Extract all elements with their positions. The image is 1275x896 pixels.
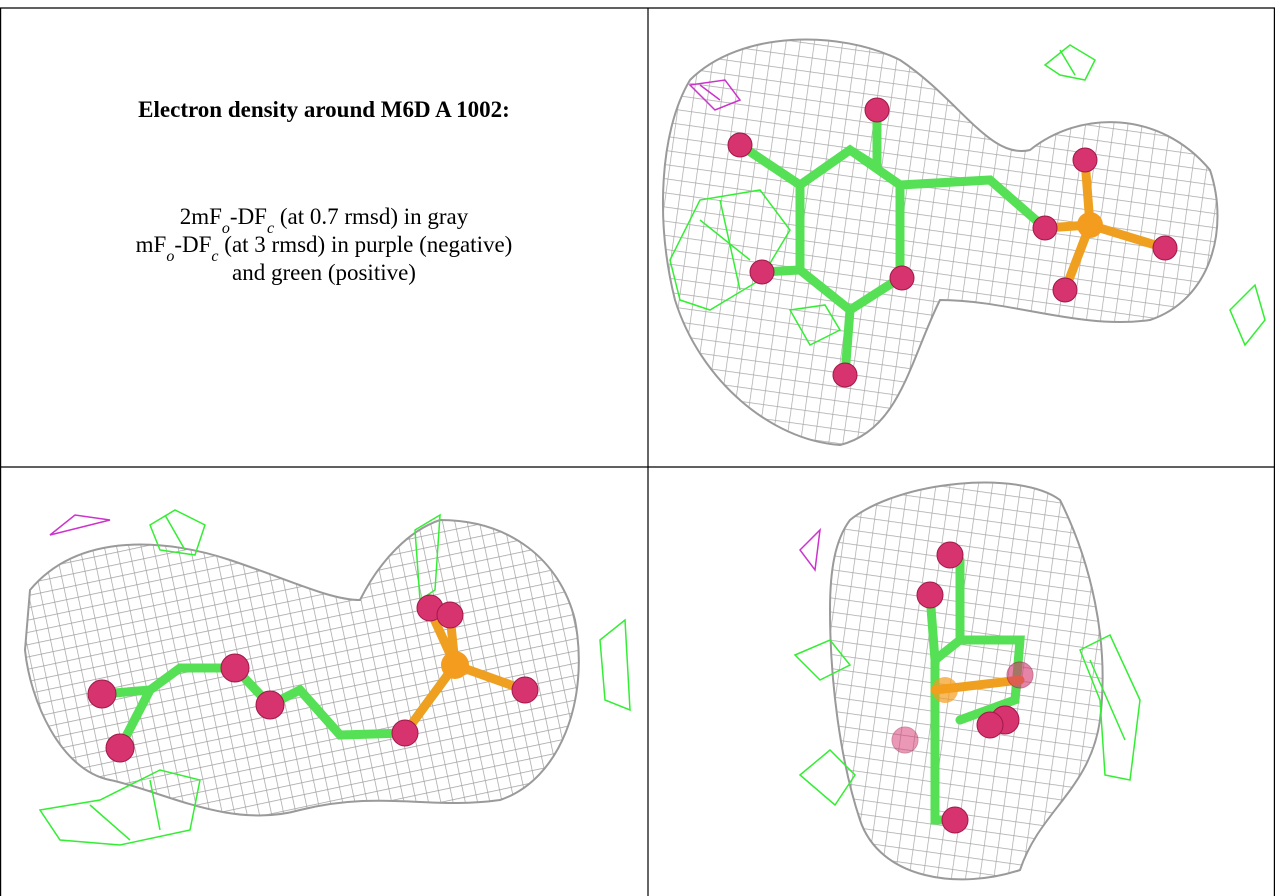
legend-text: -DF <box>174 232 211 257</box>
legend-subscript: o <box>222 220 230 237</box>
density-view-1 <box>662 38 1266 447</box>
legend-line: and green (positive) <box>232 260 416 285</box>
title: Electron density around M6D A 1002: <box>138 97 510 122</box>
legend-text: and green (positive) <box>232 260 416 285</box>
legend-text: (at 3 rmsd) in purple (negative) <box>219 232 513 257</box>
legend-text: mF <box>136 232 167 257</box>
legend-subscript: o <box>166 248 174 265</box>
density-view-2 <box>23 509 631 846</box>
table-frame <box>0 7 1275 896</box>
legend-text: (at 0.7 rmsd) in gray <box>274 204 469 229</box>
legend-subscript: c <box>211 248 218 265</box>
legend-text: -DF <box>230 204 267 229</box>
legend-line: 2mFo-DFc (at 0.7 rmsd) in gray <box>180 204 469 237</box>
legend-text: 2mF <box>180 204 222 229</box>
legend-subscript: c <box>267 220 274 237</box>
density-view-3 <box>793 481 1141 881</box>
legend-line: mFo-DFc (at 3 rmsd) in purple (negative) <box>136 232 513 265</box>
